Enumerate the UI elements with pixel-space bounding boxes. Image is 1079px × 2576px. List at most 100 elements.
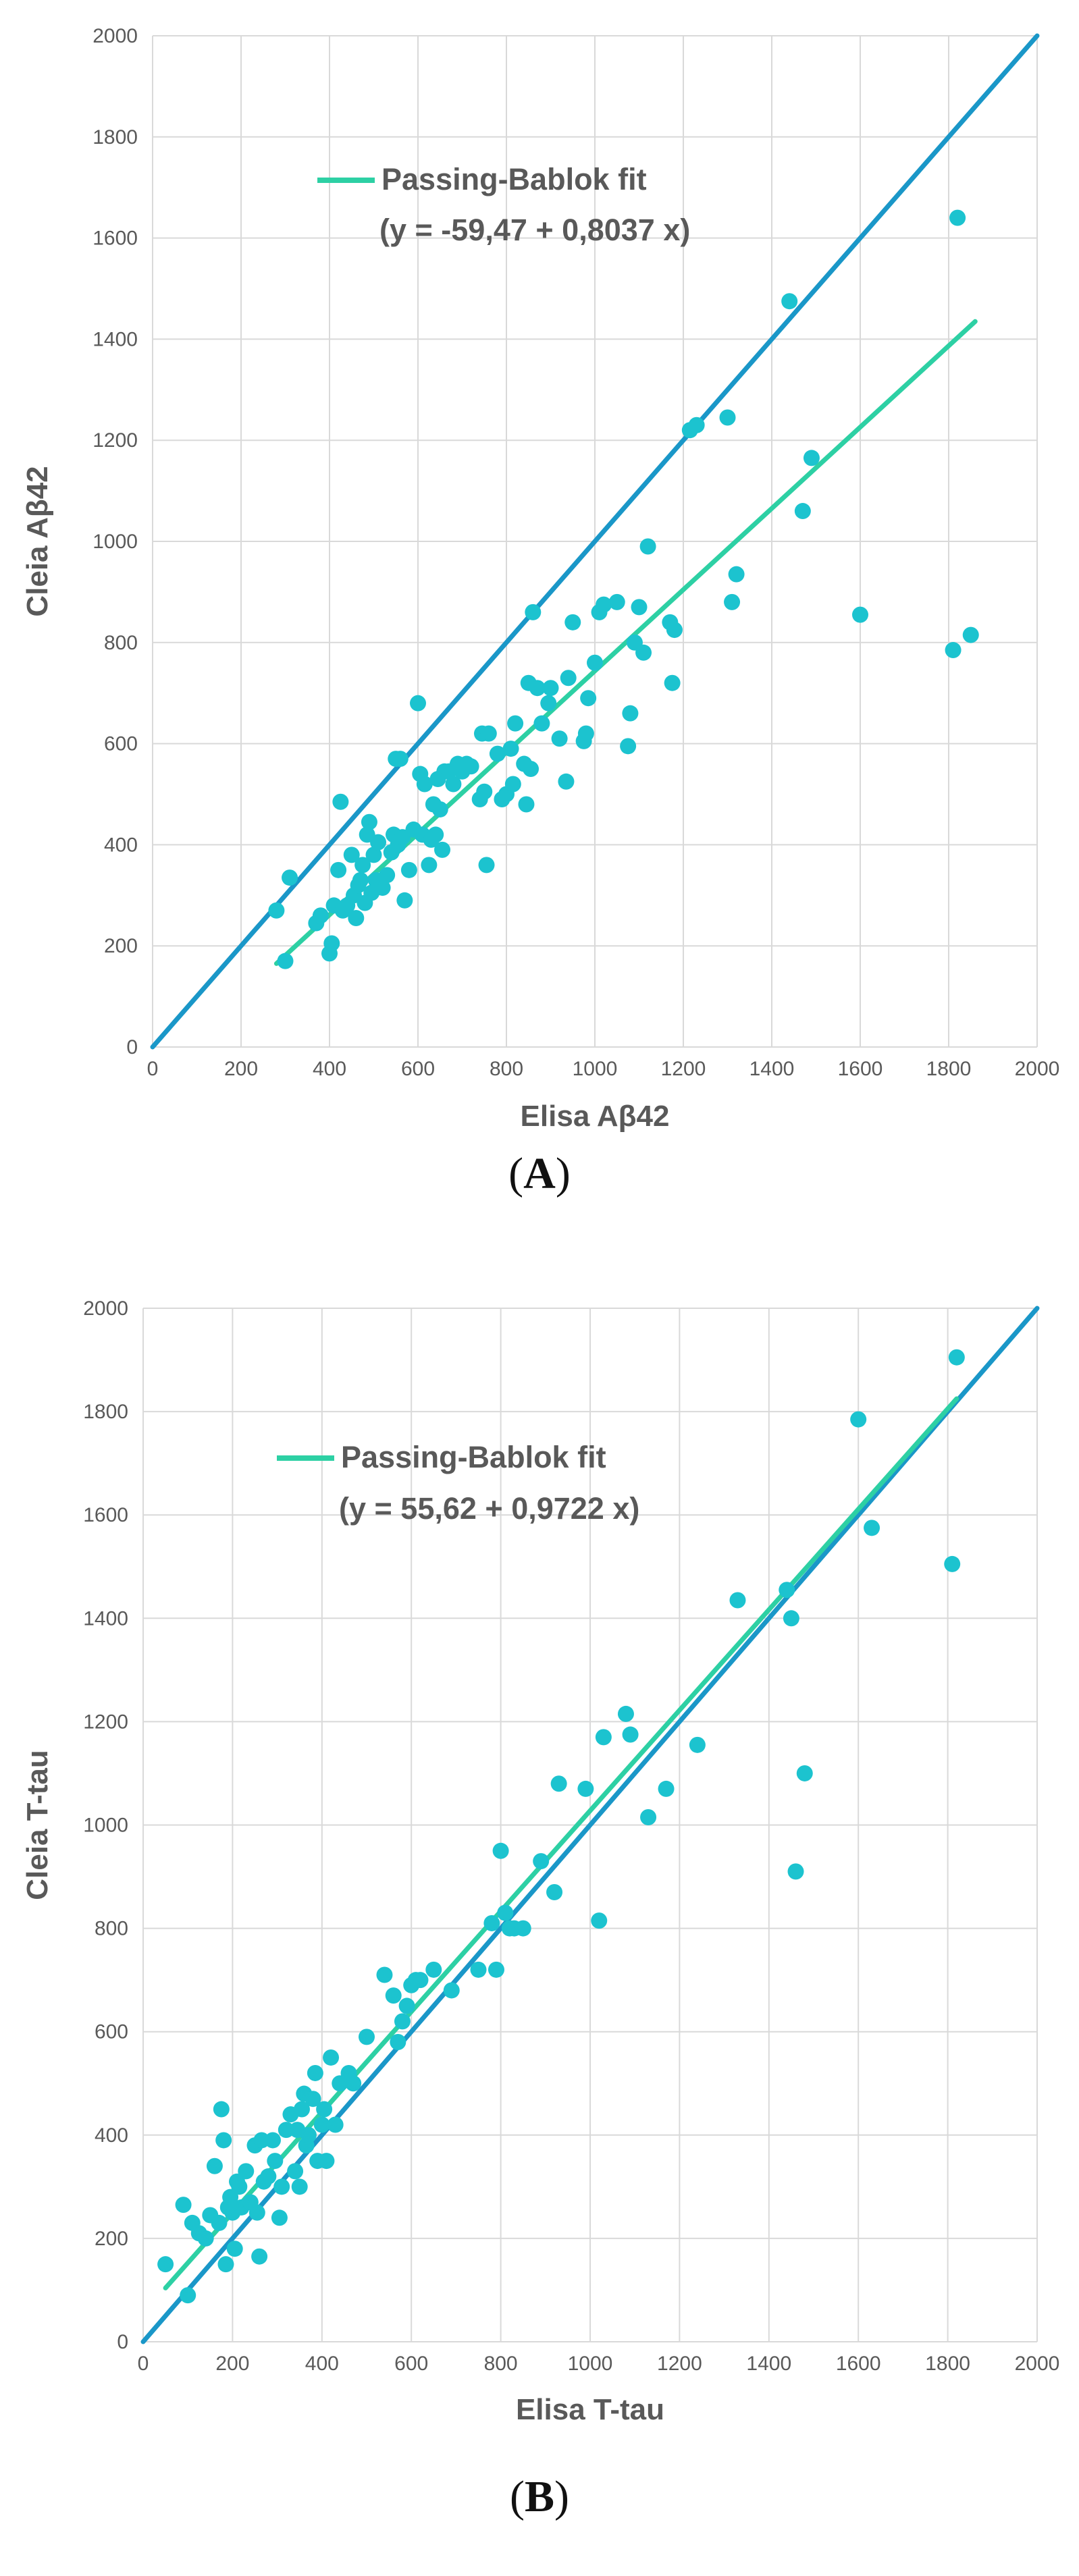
data-point bbox=[480, 725, 497, 742]
data-point bbox=[658, 1780, 675, 1797]
data-point bbox=[525, 603, 542, 620]
data-point bbox=[515, 1920, 531, 1937]
data-point bbox=[365, 847, 382, 863]
data-point bbox=[852, 606, 868, 623]
y-axis-title: Cleia T-tau bbox=[21, 1750, 54, 1900]
data-point bbox=[267, 2153, 284, 2170]
data-point bbox=[944, 1555, 961, 1572]
data-point bbox=[850, 1411, 867, 1428]
data-point bbox=[300, 2126, 317, 2143]
data-point bbox=[596, 596, 612, 613]
data-point bbox=[248, 2204, 265, 2221]
data-point bbox=[431, 801, 448, 817]
data-point bbox=[307, 2064, 323, 2081]
data-point bbox=[390, 2034, 406, 2051]
x-tick-label: 400 bbox=[313, 1058, 346, 1080]
data-point bbox=[488, 1961, 504, 1978]
data-point bbox=[392, 751, 409, 768]
x-axis-title: Elisa Aβ42 bbox=[521, 1100, 670, 1133]
x-tick-label: 600 bbox=[394, 2353, 428, 2375]
data-point bbox=[478, 857, 495, 874]
data-point bbox=[264, 2132, 281, 2149]
legend-equation: (y = -59,47 + 0,8037 x) bbox=[379, 213, 690, 247]
x-tick-label: 1800 bbox=[925, 2353, 970, 2375]
chart-panel-a: 0 200 400 600 800 1000 1200 1400 1600 1800 2000 0 20… bbox=[21, 25, 1059, 1198]
data-point bbox=[622, 705, 639, 722]
data-point bbox=[278, 2122, 294, 2139]
data-point bbox=[394, 2013, 411, 2030]
data-point bbox=[332, 793, 349, 810]
x-tick-label: 800 bbox=[484, 2353, 518, 2375]
data-point bbox=[463, 758, 479, 775]
data-point bbox=[688, 417, 705, 433]
y-tick-label: 2000 bbox=[83, 1297, 128, 1320]
data-point bbox=[608, 593, 625, 610]
data-point bbox=[962, 626, 979, 643]
data-point bbox=[323, 935, 340, 952]
data-point bbox=[343, 847, 360, 863]
x-tick-label: 0 bbox=[147, 1058, 159, 1080]
data-point bbox=[779, 1582, 795, 1599]
x-tick-label: 2000 bbox=[1015, 2353, 1060, 2375]
data-point bbox=[640, 1809, 657, 1826]
data-point bbox=[370, 834, 387, 851]
legend-label: Passing-Bablok fit bbox=[341, 1440, 606, 1474]
x-tick-label: 1000 bbox=[573, 1058, 618, 1080]
data-point bbox=[542, 680, 559, 697]
scatter-points bbox=[157, 1349, 965, 2304]
legend-label: Passing-Bablok fit bbox=[381, 162, 647, 196]
data-point bbox=[231, 2178, 248, 2195]
data-point bbox=[412, 1972, 429, 1989]
data-point bbox=[206, 2157, 223, 2174]
data-point bbox=[587, 654, 603, 671]
data-point bbox=[664, 674, 681, 691]
data-point bbox=[427, 826, 444, 843]
data-point bbox=[379, 867, 396, 884]
data-point bbox=[282, 869, 298, 886]
legend: Passing-Bablok fit (y = -59,47 + 0,8037 x… bbox=[317, 162, 690, 247]
passing-bablok-fit-line bbox=[163, 1396, 959, 2290]
identity-line bbox=[150, 33, 1040, 1050]
data-point bbox=[787, 1863, 804, 1880]
data-point bbox=[620, 738, 637, 755]
data-point bbox=[273, 2178, 290, 2195]
data-point bbox=[313, 2116, 330, 2133]
data-point bbox=[504, 776, 521, 793]
data-point bbox=[291, 2178, 308, 2195]
x-tick-label: 1400 bbox=[746, 2353, 791, 2375]
data-point bbox=[639, 538, 656, 555]
data-point bbox=[540, 695, 557, 712]
data-point bbox=[617, 1705, 634, 1722]
data-point bbox=[238, 2163, 255, 2180]
data-point bbox=[330, 861, 347, 878]
data-point bbox=[803, 450, 820, 466]
legend: Passing-Bablok fit (y = 55,62 + 0,9722 x) bbox=[277, 1440, 639, 1526]
x-tick-label: 800 bbox=[490, 1058, 523, 1080]
data-point bbox=[352, 871, 369, 888]
data-point bbox=[253, 2132, 270, 2149]
data-point bbox=[724, 593, 741, 610]
y-axis-title: Cleia Aβ42 bbox=[21, 466, 54, 616]
data-point bbox=[518, 796, 535, 813]
data-point bbox=[550, 1775, 567, 1792]
data-point bbox=[483, 1914, 500, 1931]
data-point bbox=[523, 761, 540, 778]
data-point bbox=[729, 1592, 746, 1609]
data-point bbox=[345, 2075, 362, 2092]
data-point bbox=[421, 857, 438, 874]
data-point bbox=[577, 1780, 594, 1797]
data-point bbox=[551, 730, 568, 747]
data-point bbox=[312, 907, 329, 924]
data-point bbox=[476, 783, 493, 800]
data-point bbox=[781, 293, 798, 310]
data-point bbox=[213, 2101, 230, 2118]
y-tick-label: 0 bbox=[126, 1036, 138, 1058]
data-point bbox=[251, 2248, 268, 2265]
data-point bbox=[400, 861, 417, 878]
data-point bbox=[631, 599, 648, 616]
data-point bbox=[794, 503, 811, 520]
data-point bbox=[445, 776, 462, 793]
data-point bbox=[287, 2163, 304, 2180]
data-point bbox=[396, 892, 413, 909]
data-point bbox=[580, 690, 597, 707]
